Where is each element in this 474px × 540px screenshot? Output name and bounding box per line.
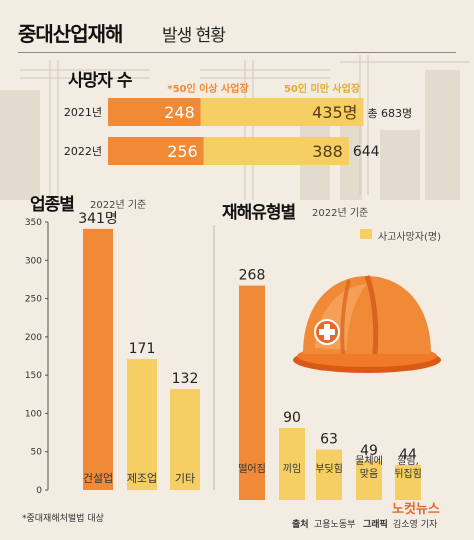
type-title: 재해유형별 — [222, 203, 296, 223]
industry-bar — [83, 228, 113, 491]
deaths-value-large: 256 — [167, 142, 198, 161]
graphic-label: 그래픽 — [363, 520, 388, 530]
type-bar — [316, 449, 342, 500]
deaths-year-label: 2022년 — [64, 145, 102, 158]
deaths-value-large: 248 — [164, 103, 195, 122]
deaths-total-label: 총 683명 — [367, 107, 412, 120]
legend-small-label: 50인 미만 사업장 — [284, 82, 361, 95]
type-bar — [279, 428, 305, 500]
industry-category-label: 건설업 — [83, 472, 113, 485]
industry-bar — [127, 359, 157, 490]
deaths-bar-large — [108, 98, 201, 126]
graphic-value: 김소영 기자 — [393, 520, 438, 530]
type-legend-label: 사고사망자(명) — [378, 232, 442, 243]
type-bar — [356, 460, 382, 500]
industry-y-tick-label: 50 — [31, 448, 43, 458]
type-bar — [239, 285, 265, 500]
type-value-label: 268 — [239, 268, 266, 284]
industry-value-label: 171 — [129, 341, 156, 357]
type-category-label: 끼임 — [283, 462, 301, 475]
type-category-label: 뒤집힘 — [394, 468, 422, 480]
deaths-bar-small — [203, 137, 349, 165]
type-legend-swatch — [360, 229, 372, 239]
industry-title: 업종별 — [30, 195, 75, 215]
type-category-label: 깔림, — [397, 455, 419, 467]
deaths-title: 사망자 수 — [68, 71, 132, 91]
page-subtitle: 발생 현황 — [162, 26, 226, 46]
legend-large-label: *50인 이상 사업장 — [167, 82, 249, 95]
deaths-value-small: 435명 — [312, 103, 357, 122]
industry-value-label: 341명 — [78, 211, 118, 227]
type-note: 2022년 기준 — [312, 208, 369, 219]
type-category-label: 물체에 — [355, 455, 383, 467]
industry-note: 2022년 기준 — [90, 200, 147, 211]
logo: 노컷뉴스 — [392, 502, 440, 517]
industry-y-tick-label: 0 — [36, 486, 42, 496]
industry-y-tick-label: 150 — [25, 371, 42, 381]
type-bar — [395, 464, 421, 500]
type-category-label: 부딪힘 — [315, 463, 343, 475]
industry-bar — [170, 388, 200, 490]
type-category-label: 떨어짐 — [238, 463, 266, 475]
type-category-label: 맞음 — [360, 468, 378, 480]
safety-helmet-icon — [293, 275, 441, 373]
industry-y-tick-label: 200 — [25, 333, 42, 343]
type-value-label: 44 — [399, 447, 417, 463]
industry-y-tick-label: 250 — [25, 295, 42, 305]
source-label: 출처 — [292, 520, 309, 530]
industry-value-label: 132 — [172, 371, 199, 387]
type-value-label: 49 — [360, 443, 378, 459]
industry-y-tick-label: 100 — [25, 409, 42, 419]
industry-y-tick-label: 300 — [25, 256, 42, 266]
industry-category-label: 기타 — [175, 472, 195, 485]
footnote: *중대재해처벌법 대상 — [22, 514, 104, 524]
title-divider — [18, 52, 456, 53]
type-value-label: 63 — [320, 432, 338, 448]
industry-category-label: 제조업 — [127, 472, 157, 485]
deaths-bar-small — [200, 98, 364, 126]
page-title: 중대산업재해 — [18, 22, 123, 46]
source-value: 고용노동부 — [314, 520, 356, 530]
deaths-value-small: 388 — [312, 142, 343, 161]
deaths-total-label: 644 — [353, 144, 380, 160]
industry-y-tick-label: 350 — [25, 218, 42, 228]
deaths-year-label: 2021년 — [64, 106, 102, 119]
deaths-bar-large — [108, 137, 204, 165]
type-value-label: 90 — [283, 410, 301, 426]
